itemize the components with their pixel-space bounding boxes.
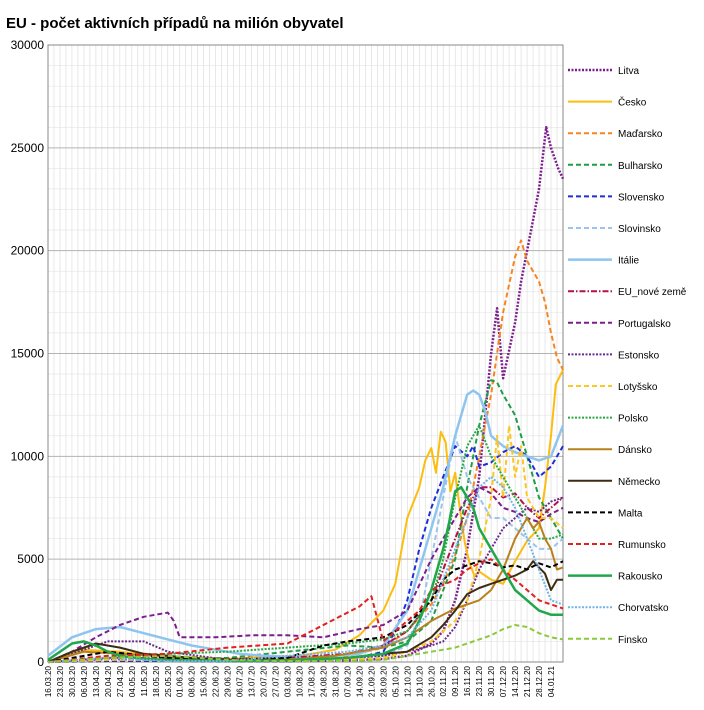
- x-tick-label: 20.07.20: [260, 665, 269, 697]
- x-tick-label: 14.12.20: [511, 665, 520, 697]
- chart-title: EU - počet aktivních případů na milión o…: [6, 15, 344, 32]
- x-tick-label: 23.11.20: [475, 665, 484, 696]
- legend-label: Portugalsko: [618, 319, 671, 330]
- x-tick-label: 21.09.20: [367, 665, 376, 697]
- x-tick-label: 12.10.20: [403, 665, 412, 697]
- y-tick-label: 10000: [11, 449, 45, 463]
- legend-label: Lotyšsko: [618, 382, 658, 393]
- x-tick-label: 10.08.20: [296, 665, 305, 697]
- x-tick-label: 24.08.20: [319, 665, 328, 697]
- x-tick-label: 09.11.20: [451, 665, 460, 696]
- y-axis: 0 5000 10000 15000 20000 25000 30000: [11, 38, 45, 669]
- legend-label: Litva: [618, 66, 640, 77]
- legend-label: Itálie: [618, 256, 640, 267]
- x-tick-label: 27.07.20: [272, 665, 281, 697]
- x-tick-label: 26.10.20: [427, 665, 436, 697]
- series-line-ma-arsko: [47, 239, 564, 663]
- legend-label: Dánsko: [618, 445, 652, 456]
- x-tick-label: 04.01.21: [547, 665, 556, 697]
- x-tick-label: 16.11.20: [463, 665, 472, 696]
- x-tick-label: 08.06.20: [188, 665, 197, 697]
- series-line-estonsko: [47, 496, 564, 663]
- y-tick-label: 0: [37, 655, 44, 669]
- series-line-finsko: [47, 624, 564, 663]
- x-axis: 16.03.20 23.03.20 30.03.20 06.04.20 13.04.20…: [44, 665, 556, 697]
- x-tick-label: 22.06.20: [212, 665, 221, 697]
- legend-label: Malta: [618, 508, 643, 519]
- y-tick-label: 15000: [11, 347, 45, 361]
- legend-label: Slovensko: [618, 192, 665, 203]
- y-tick-label: 20000: [11, 244, 45, 258]
- series-lines: [47, 126, 565, 664]
- x-tick-label: 04.05.20: [128, 665, 137, 697]
- x-tick-label: 06.04.20: [80, 665, 89, 697]
- legend-label: Bulharsko: [618, 161, 663, 172]
- x-tick-label: 13.04.20: [92, 665, 101, 697]
- x-tick-label: 25.05.20: [164, 665, 173, 697]
- y-tick-label: 25000: [11, 141, 45, 155]
- legend-label: EU_nové země: [618, 287, 687, 298]
- series-line-it-lie: [47, 389, 565, 659]
- x-tick-label: 17.08.20: [307, 665, 316, 697]
- x-tick-label: 13.07.20: [248, 665, 257, 697]
- x-tick-label: 05.10.20: [391, 665, 400, 697]
- legend-label: Česko: [618, 96, 647, 109]
- x-tick-label: 03.08.20: [284, 665, 293, 697]
- legend-label: Rakousko: [618, 572, 663, 583]
- series-line-rakousko: [47, 485, 563, 663]
- legend-label: Estonsko: [618, 350, 660, 361]
- x-tick-label: 11.05.20: [140, 665, 149, 696]
- legend-label: Rumunsko: [618, 540, 666, 551]
- legend-label: Finsko: [618, 635, 648, 646]
- series-line-portugalsko: [47, 486, 564, 663]
- x-tick-label: 16.03.20: [44, 665, 53, 697]
- x-tick-label: 01.06.20: [176, 665, 185, 697]
- x-tick-label: 07.09.20: [343, 665, 352, 697]
- x-tick-label: 20.04.20: [104, 665, 113, 697]
- x-tick-label: 28.12.20: [535, 665, 544, 697]
- series-line-litva: [47, 126, 565, 664]
- y-tick-label: 5000: [17, 552, 44, 566]
- legend-label: Chorvatsko: [618, 603, 669, 614]
- x-tick-label: 02.11.20: [439, 665, 448, 696]
- x-tick-label: 15.06.20: [200, 665, 209, 697]
- legend-label: Maďarsko: [618, 129, 663, 140]
- y-tick-label: 30000: [11, 38, 45, 52]
- x-tick-label: 27.04.20: [116, 665, 125, 697]
- series-line-chorvatsko: [47, 475, 564, 663]
- x-tick-label: 29.06.20: [224, 665, 233, 697]
- x-tick-label: 07.12.20: [499, 665, 508, 697]
- legend-label: Německo: [618, 477, 661, 488]
- x-tick-label: 19.10.20: [415, 665, 424, 697]
- x-tick-label: 31.08.20: [331, 665, 340, 697]
- x-tick-label: 21.12.20: [523, 665, 532, 697]
- x-tick-label: 30.11.20: [487, 665, 496, 696]
- x-tick-label: 28.09.20: [379, 665, 388, 697]
- x-tick-label: 30.03.20: [68, 665, 77, 697]
- x-tick-label: 18.05.20: [152, 665, 161, 697]
- legend: Litva Česko Maďarsko Bulharsko Slovensko Slov…: [568, 66, 687, 646]
- series-line-polsko: [47, 424, 564, 663]
- x-tick-label: 23.03.20: [56, 665, 65, 697]
- x-tick-label: 14.09.20: [355, 665, 364, 697]
- legend-label: Slovinsko: [618, 224, 661, 235]
- x-tick-label: 06.07.20: [236, 665, 245, 697]
- series-line-eu-nov-zem-: [47, 486, 564, 663]
- legend-label: Polsko: [618, 414, 648, 425]
- series-line-bulharsko: [47, 379, 564, 663]
